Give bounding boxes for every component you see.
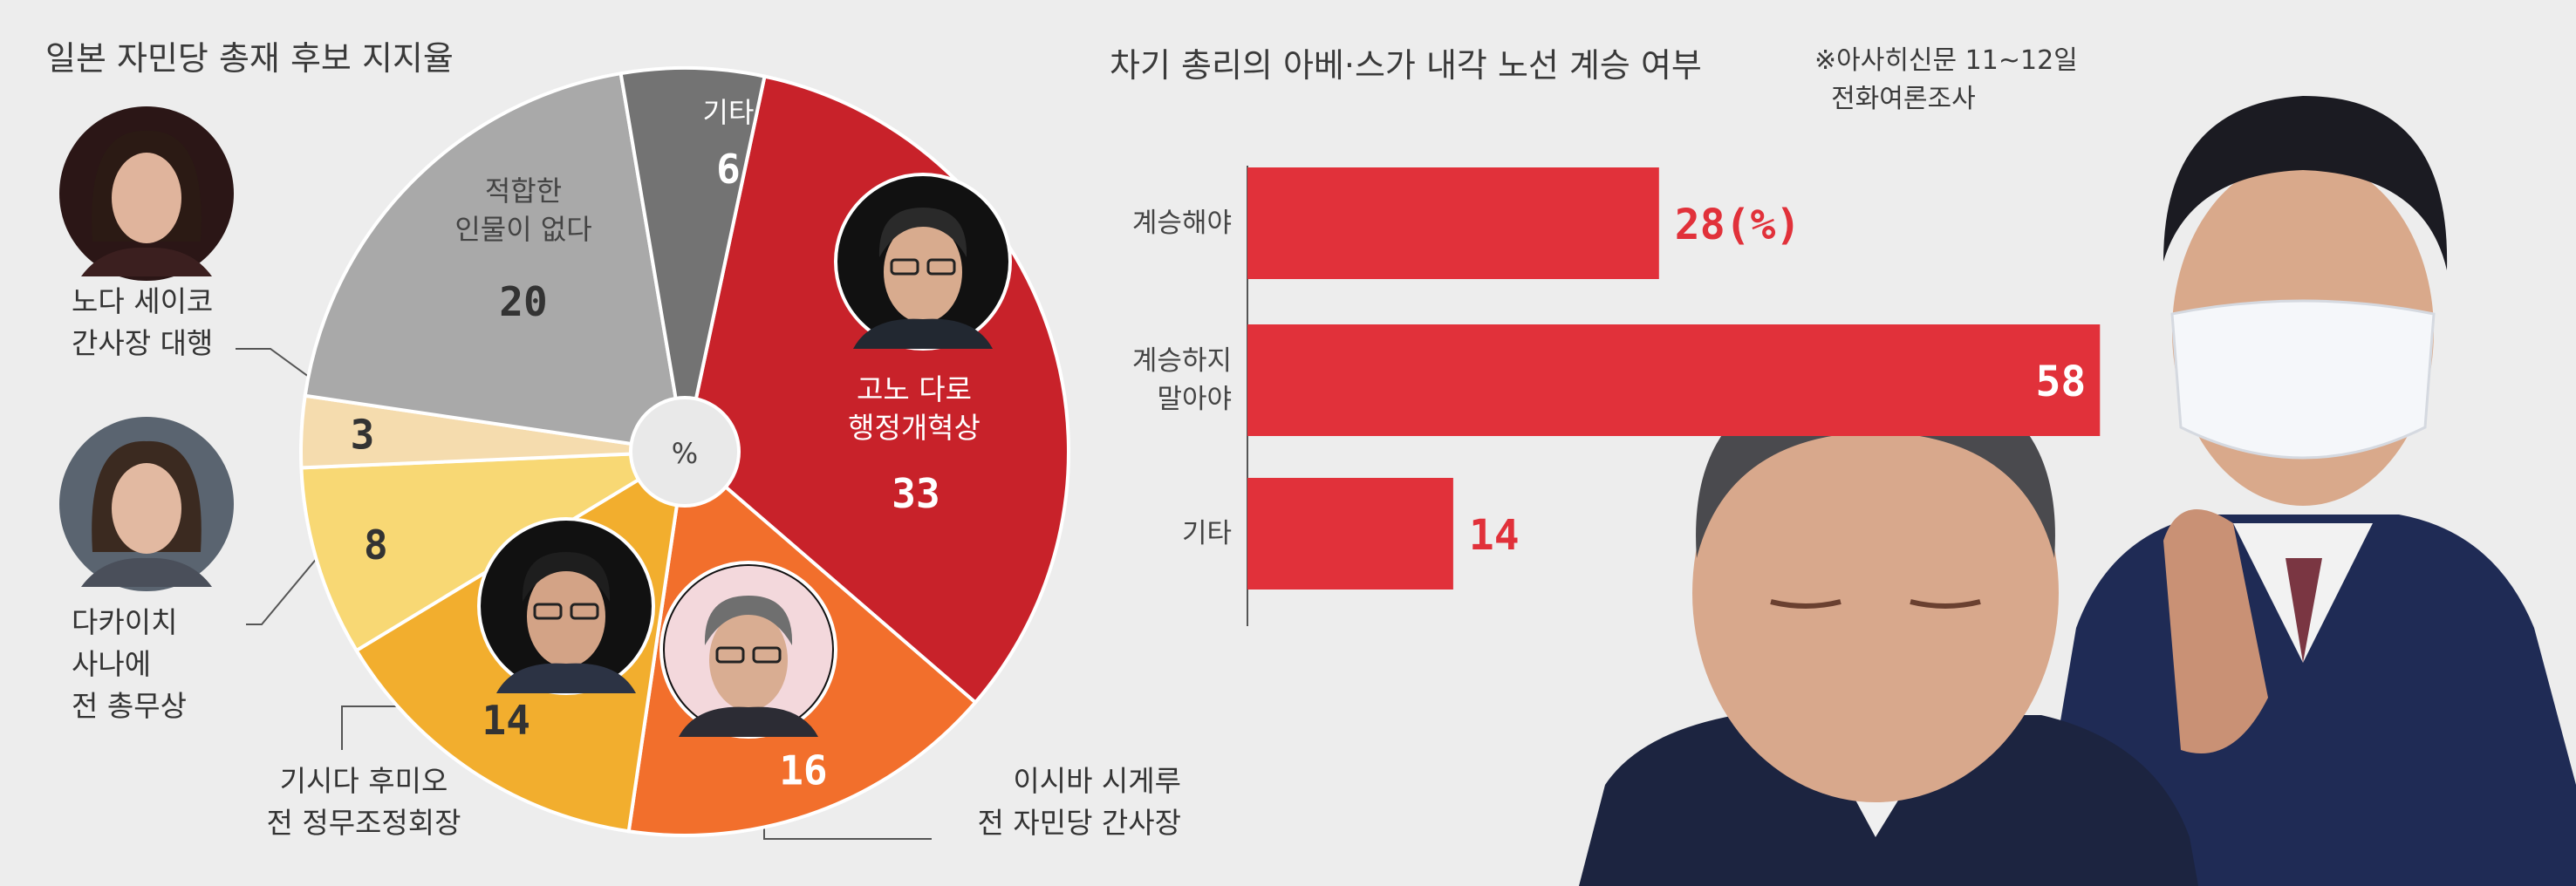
label-ishiba: 이시바 시게루 전 자민당 간사장 — [977, 764, 1182, 840]
abe-photo — [2033, 96, 2576, 886]
photo-takaichi — [59, 417, 234, 591]
bar-value-label-0: 28(%) — [1675, 201, 1801, 249]
bar-1 — [1247, 324, 2101, 436]
pie-value-none: 20 — [499, 278, 547, 325]
photo-kishida — [477, 517, 655, 695]
pie-slice-takaichi — [299, 450, 687, 653]
bar-chart-title: 차기 총리의 아베·스가 내각 노선 계승 여부 — [1110, 46, 1702, 85]
leader-line-takaichi — [246, 550, 324, 625]
pie-value-noda: 3 — [351, 412, 375, 459]
label-takaichi: 다카이치 사나에 전 총무상 — [72, 605, 187, 723]
photo-ishiba — [659, 561, 837, 739]
bar-category-label-2: 기타 — [1181, 518, 1232, 549]
pie-chart-title: 일본 자민당 총재 후보 지지율 — [45, 39, 454, 78]
pie-value-takaichi: 8 — [364, 521, 388, 569]
label-noda: 노다 세이코 간사장 대행 — [72, 284, 214, 360]
bar-0 — [1247, 167, 1659, 279]
pie-value-other: 6 — [716, 146, 741, 193]
candidate-photos — [477, 173, 1012, 739]
photo-noda — [59, 106, 234, 281]
pie-slice-other — [618, 66, 767, 453]
bar-value-label-1: 58 — [2036, 358, 2087, 406]
bar-category-label-0: 계승해야 — [1131, 208, 1232, 239]
pie-category-label-none: 적합한 인물이 없다 — [454, 174, 591, 246]
pie-value-labels: 고노 다로 행정개혁상 33 16 14 8 3 적합한 인물이 없다 20 기타 6 — [351, 96, 981, 794]
pie-value-kishida: 14 — [482, 697, 530, 744]
bar-2 — [1247, 478, 1453, 590]
pie-center-circle — [629, 396, 741, 508]
bar-category-label-1: 계승하지 말아야 — [1131, 345, 1232, 415]
pie-value-kono: 33 — [892, 470, 940, 517]
pie-category-label-other: 기타 — [703, 96, 755, 129]
source-note: ※아사히신문 11~12일 전화여론조사 — [1814, 45, 2078, 114]
pie-center-label: % — [672, 437, 698, 470]
side-portraits — [59, 106, 234, 591]
pie-slice-none — [303, 71, 687, 454]
label-kishida: 기시다 후미오 전 정무조정회장 — [266, 764, 461, 840]
photo-kono — [834, 173, 1012, 351]
bar-group: 28(%) 58 14 — [1247, 167, 2101, 590]
pie-inner-label-kono: 고노 다로 행정개혁상 — [848, 372, 981, 445]
bar-value-label-2: 14 — [1469, 511, 1520, 560]
pie-value-ishiba: 16 — [779, 747, 827, 794]
